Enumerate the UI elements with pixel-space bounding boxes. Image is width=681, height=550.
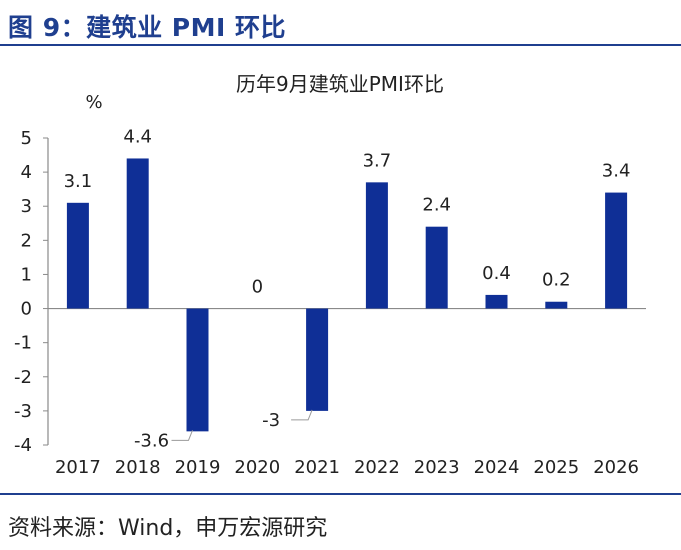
- label-leader-line: [171, 430, 193, 441]
- figure-header: 图 9：建筑业 PMI 环比: [8, 13, 287, 42]
- data-label: 3.7: [363, 150, 392, 171]
- bar: [186, 308, 209, 432]
- y-tick-label: 2: [21, 230, 32, 251]
- bar: [66, 202, 89, 309]
- x-tick-label: 2021: [294, 457, 340, 478]
- data-label: 0.2: [542, 270, 571, 291]
- bar: [605, 192, 628, 309]
- bar: [485, 294, 508, 309]
- y-tick-label: -1: [14, 333, 32, 354]
- x-tick-label: 2022: [354, 457, 400, 478]
- bar: [126, 158, 149, 309]
- y-tick-label: 5: [21, 128, 32, 149]
- header-rule: [0, 44, 681, 46]
- bars: [66, 158, 628, 432]
- bar: [365, 182, 388, 309]
- data-label: 0: [252, 277, 263, 298]
- y-tick-label: 3: [21, 196, 32, 217]
- chart-title: 历年9月建筑业PMI环比: [236, 72, 444, 96]
- y-tick-label: 4: [21, 162, 32, 183]
- data-label: 3.1: [64, 171, 93, 192]
- data-label: -3.6: [134, 430, 169, 451]
- data-label: 2.4: [422, 195, 451, 216]
- y-tick-label: -3: [14, 401, 32, 422]
- data-label: 4.4: [123, 126, 152, 147]
- bar: [545, 301, 568, 309]
- x-tick-label: 2020: [234, 457, 280, 478]
- data-labels: 3.1 4.4 -3.6 0 -3 3.7 2.4 0.4 0.2 3.4: [64, 126, 631, 451]
- x-tick-label: 2017: [55, 457, 101, 478]
- x-tick-label: 2019: [175, 457, 221, 478]
- y-tick-label: -2: [14, 367, 32, 388]
- x-tick-label: 2023: [414, 457, 460, 478]
- data-label: -3: [262, 410, 280, 431]
- y-tick-label: 1: [21, 264, 32, 285]
- data-label: 0.4: [482, 263, 511, 284]
- source-note: 资料来源：Wind，申万宏源研究: [8, 516, 328, 541]
- x-tick-label: 2025: [533, 457, 579, 478]
- x-tick-label: 2018: [115, 457, 161, 478]
- x-tick-label: 2024: [474, 457, 520, 478]
- bar-chart: 历年9月建筑业PMI环比 % 5 4 3 2 1 0 -1 -2 -3 -4 2017 2018 201…: [14, 72, 646, 478]
- y-tick-label: 0: [21, 299, 32, 320]
- y-axis-unit: %: [85, 92, 102, 113]
- x-tick-label: 2026: [593, 457, 639, 478]
- data-label: 3.4: [602, 161, 631, 182]
- y-tick-label: -4: [14, 435, 32, 456]
- footer-rule: [0, 493, 681, 495]
- bar: [425, 226, 448, 309]
- axes: 5 4 3 2 1 0 -1 -2 -3 -4 2017 2018 2019 2020 2021 2022 20…: [14, 128, 646, 478]
- label-leader-line: [291, 409, 313, 421]
- bar: [306, 308, 329, 411]
